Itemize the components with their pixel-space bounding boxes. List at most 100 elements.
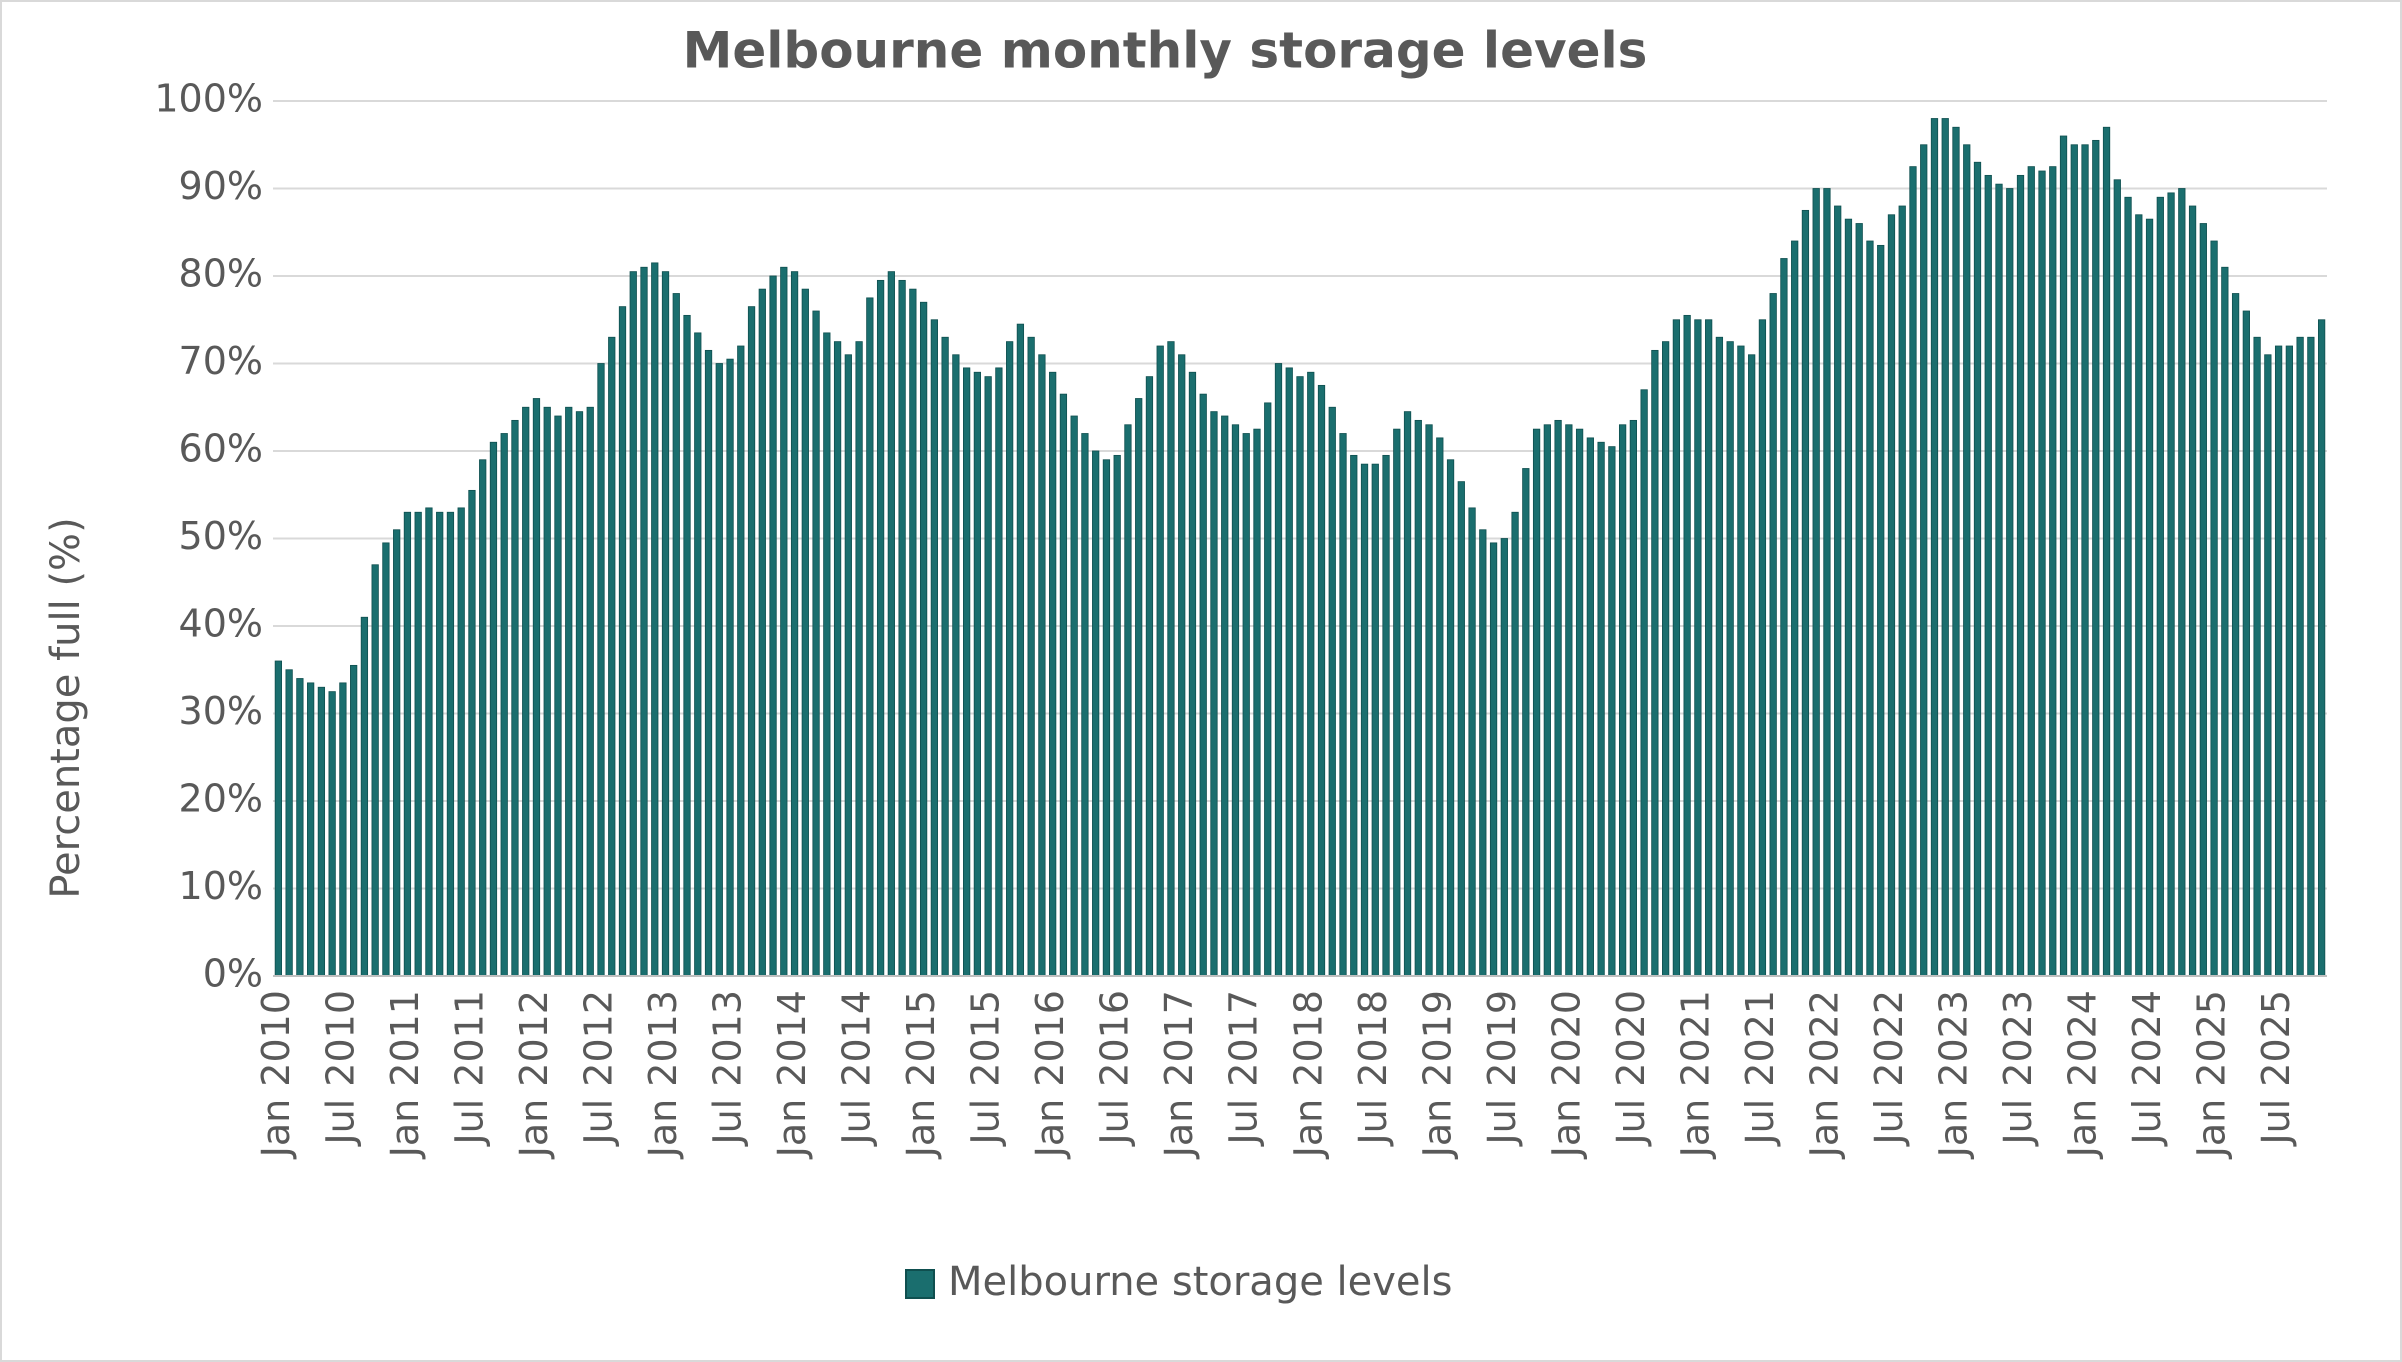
bar bbox=[360, 616, 369, 977]
x-tick-label: Jan 2012 bbox=[512, 990, 556, 1159]
bar bbox=[1006, 341, 1014, 977]
bar bbox=[2274, 345, 2283, 977]
x-tick-label: Jan 2013 bbox=[641, 990, 685, 1159]
bar bbox=[1834, 205, 1842, 977]
bar bbox=[350, 664, 358, 977]
bar bbox=[1070, 415, 1078, 977]
bar bbox=[1995, 183, 2003, 977]
bar bbox=[995, 367, 1003, 977]
x-tick-label: Jul 2016 bbox=[1093, 990, 1137, 1147]
x-tick-label: Jan 2018 bbox=[1286, 990, 1330, 1159]
bar bbox=[1543, 424, 1551, 977]
bar bbox=[1769, 293, 1777, 977]
bar bbox=[919, 301, 928, 977]
bar bbox=[2317, 319, 2326, 977]
bar bbox=[1683, 314, 1691, 977]
bar bbox=[532, 398, 541, 977]
bar bbox=[1522, 468, 1530, 977]
bar bbox=[1264, 402, 1272, 977]
bar bbox=[2102, 126, 2111, 977]
bar bbox=[1705, 319, 1713, 977]
bar bbox=[2188, 205, 2197, 977]
x-tick-label: Jul 2018 bbox=[1351, 990, 1395, 1147]
y-tick-label: 60% bbox=[179, 427, 263, 471]
bar bbox=[1350, 454, 1358, 977]
bar bbox=[1586, 437, 1594, 977]
bar bbox=[651, 262, 659, 977]
bar bbox=[1941, 118, 1949, 977]
bar bbox=[2178, 188, 2186, 977]
bar bbox=[597, 363, 605, 977]
bar bbox=[629, 271, 637, 977]
bar bbox=[2081, 144, 2089, 977]
bar bbox=[489, 441, 498, 977]
bar bbox=[608, 336, 616, 977]
bar bbox=[446, 511, 455, 977]
bar bbox=[274, 660, 283, 977]
y-tick-label: 100% bbox=[154, 77, 263, 121]
bar bbox=[479, 459, 487, 977]
bar bbox=[285, 669, 293, 977]
bar bbox=[2135, 214, 2143, 977]
bar bbox=[1780, 258, 1788, 977]
bar bbox=[554, 415, 562, 977]
bar bbox=[823, 332, 831, 977]
bar bbox=[468, 489, 476, 977]
bar bbox=[1403, 411, 1412, 977]
y-tick-label: 0% bbox=[203, 952, 263, 996]
bar bbox=[790, 271, 799, 977]
bar bbox=[1242, 433, 1250, 977]
bar bbox=[1597, 441, 1605, 977]
bar bbox=[801, 288, 809, 977]
bar bbox=[1049, 371, 1057, 977]
bar bbox=[758, 288, 766, 977]
bar bbox=[328, 691, 336, 977]
bar bbox=[1102, 459, 1111, 977]
bar bbox=[1511, 511, 1519, 977]
bar bbox=[1425, 424, 1433, 977]
bar bbox=[747, 306, 756, 977]
bar bbox=[1393, 428, 1401, 977]
bar bbox=[1489, 542, 1498, 977]
bar bbox=[393, 529, 401, 977]
x-tick-label: Jan 2022 bbox=[1802, 990, 1846, 1159]
bar bbox=[1823, 188, 1831, 977]
x-tick-label: Jul 2023 bbox=[1996, 990, 2040, 1147]
bar bbox=[1877, 244, 1885, 977]
bar bbox=[1317, 384, 1326, 977]
bar bbox=[1231, 424, 1240, 977]
bar bbox=[1178, 354, 1186, 977]
x-tick-label: Jul 2010 bbox=[318, 990, 362, 1147]
bar bbox=[1188, 371, 1197, 977]
bar bbox=[1554, 419, 1562, 977]
bar bbox=[661, 271, 670, 977]
bar bbox=[1608, 446, 1616, 977]
x-tick-label: Jul 2025 bbox=[2254, 990, 2298, 1147]
y-axis-title: Percentage full (%) bbox=[43, 517, 89, 898]
bar bbox=[769, 275, 777, 977]
bar bbox=[1307, 371, 1315, 977]
bar bbox=[1532, 428, 1541, 977]
bar bbox=[1436, 437, 1444, 977]
bar bbox=[1210, 411, 1218, 977]
bar bbox=[1952, 126, 1960, 977]
x-tick-label: Jan 2014 bbox=[770, 990, 814, 1159]
bar bbox=[1672, 319, 1681, 977]
bar bbox=[1973, 161, 1982, 977]
bar bbox=[2242, 310, 2250, 977]
bar bbox=[1016, 323, 1025, 977]
bar bbox=[1984, 174, 1992, 977]
bar bbox=[339, 682, 347, 977]
bar bbox=[2253, 336, 2261, 977]
bar bbox=[575, 411, 584, 977]
x-tick-label: Jan 2015 bbox=[899, 990, 943, 1159]
bar bbox=[618, 306, 627, 977]
bar bbox=[909, 288, 917, 977]
y-tick-label: 10% bbox=[179, 864, 263, 908]
bar bbox=[1253, 428, 1261, 977]
bar bbox=[780, 266, 788, 977]
x-tick-label: Jul 2024 bbox=[2125, 990, 2169, 1147]
bar bbox=[1500, 538, 1508, 977]
bar bbox=[1479, 529, 1487, 977]
